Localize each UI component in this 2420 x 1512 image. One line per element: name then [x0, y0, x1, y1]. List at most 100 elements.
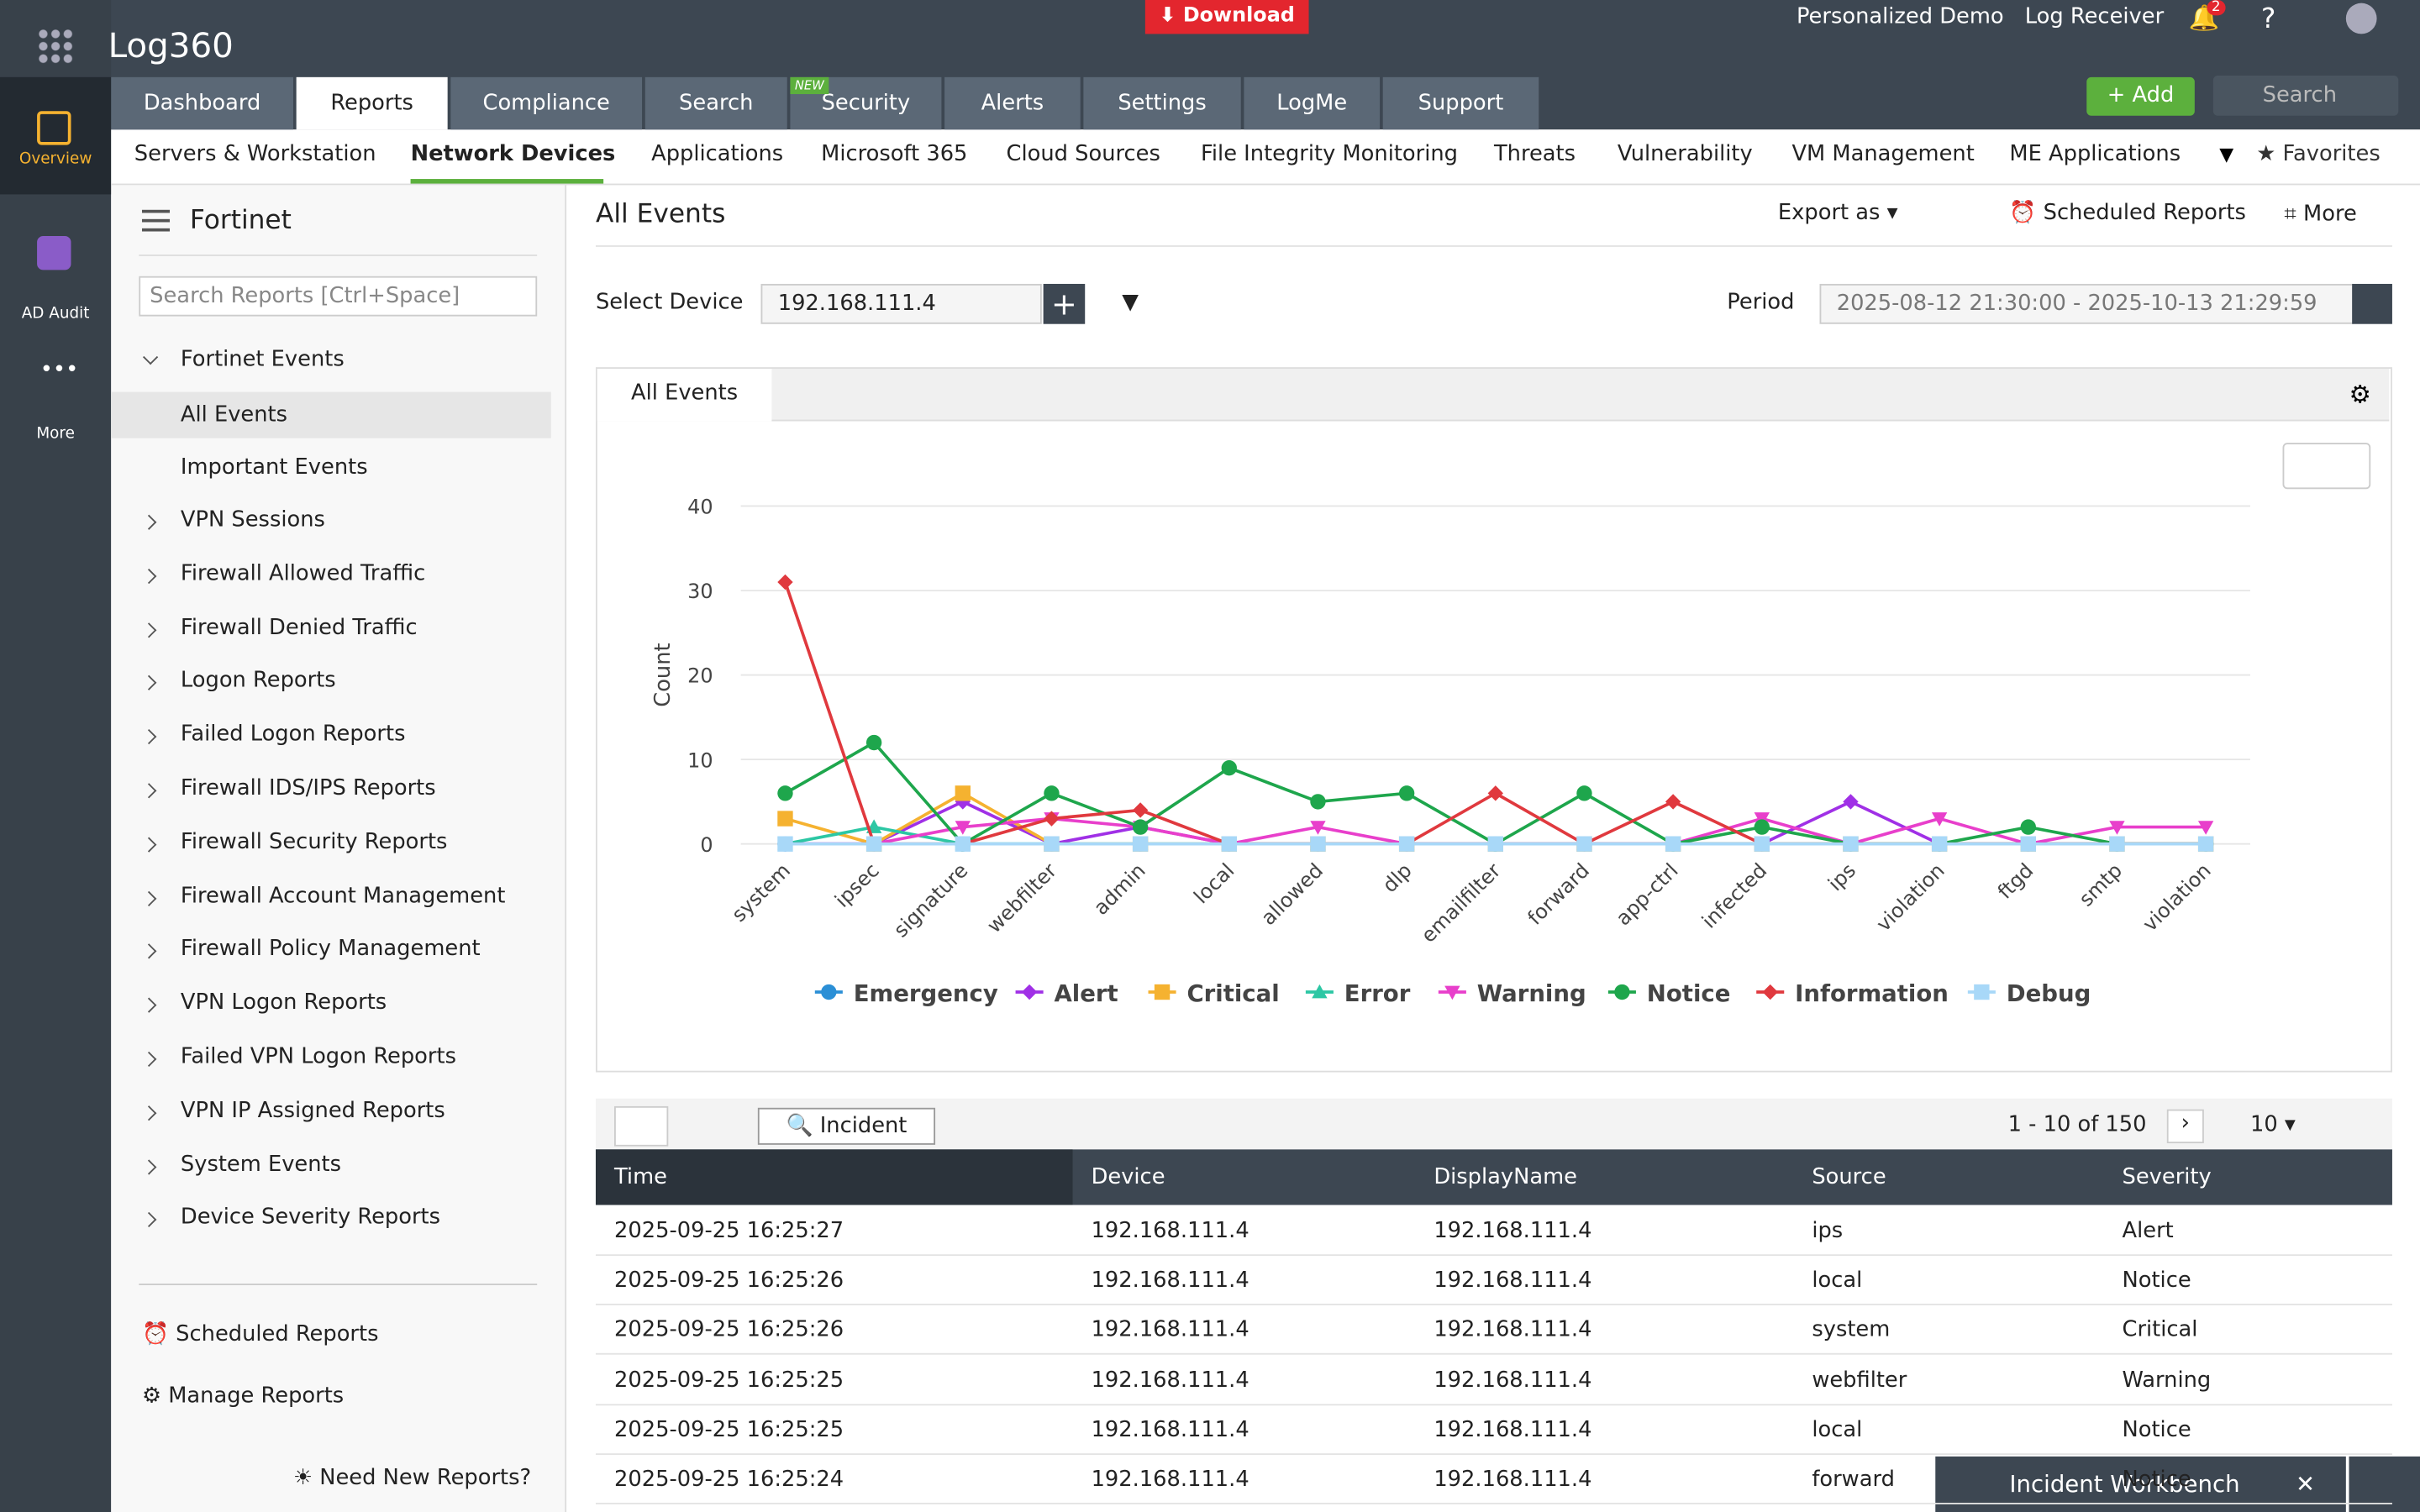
- marker: [1576, 785, 1591, 801]
- grid-view[interactable]: [614, 1106, 668, 1147]
- subtab[interactable]: Servers & Workstation: [134, 142, 376, 166]
- subtab[interactable]: ME Applications: [2009, 142, 2181, 166]
- period-field[interactable]: 2025-08-12 21:30:00 - 2025-10-13 21:29:5…: [1820, 284, 2354, 324]
- avatar[interactable]: [2346, 3, 2377, 34]
- chart-settings[interactable]: ⚙: [2349, 380, 2371, 409]
- tab[interactable]: LogMe: [1244, 77, 1380, 129]
- marker: [1044, 785, 1059, 801]
- report-folder[interactable]: Logon Reports: [181, 669, 336, 693]
- report-folder[interactable]: Firewall Denied Traffic: [181, 615, 418, 639]
- rail-item[interactable]: More: [0, 426, 111, 443]
- report-folder[interactable]: Failed Logon Reports: [181, 722, 406, 747]
- report-folder[interactable]: Firewall Security Reports: [181, 830, 448, 854]
- report-folder[interactable]: VPN Logon Reports: [181, 991, 387, 1016]
- cell: 192.168.111.4: [1092, 1268, 1249, 1293]
- add-label: Add: [2133, 83, 2175, 108]
- favorites[interactable]: ★ Favorites: [2256, 142, 2380, 166]
- global-search[interactable]: Search: [2213, 76, 2398, 116]
- report-folder[interactable]: Failed VPN Logon Reports: [181, 1044, 456, 1068]
- tab[interactable]: Alerts: [944, 77, 1081, 129]
- subtab[interactable]: Network Devices: [411, 142, 616, 166]
- cell: ips: [1812, 1219, 1843, 1243]
- tab[interactable]: Search: [645, 77, 787, 129]
- menu-icon[interactable]: [142, 210, 170, 232]
- cell: 2025-09-25 16:25:26: [614, 1268, 844, 1293]
- subtab[interactable]: Cloud Sources: [1007, 142, 1160, 166]
- incident-button[interactable]: 🔍 Incident: [758, 1108, 935, 1145]
- row-border: [596, 1453, 2392, 1455]
- report-item[interactable]: Important Events: [181, 455, 368, 480]
- help[interactable]: ?: [2261, 3, 2276, 36]
- header-link[interactable]: Personalized Demo: [1797, 5, 2004, 29]
- tab[interactable]: Support: [1383, 77, 1539, 129]
- tab[interactable]: Reports: [297, 77, 448, 129]
- export-as[interactable]: Export as ▾: [1778, 201, 1898, 225]
- subtab[interactable]: Vulnerability: [1618, 142, 1753, 166]
- subtab[interactable]: Applications: [651, 142, 783, 166]
- column-header[interactable]: Time: [614, 1165, 667, 1189]
- scheduled-reports[interactable]: ⏰ Scheduled Reports: [142, 1322, 379, 1347]
- page-size[interactable]: 10 ▾: [2250, 1112, 2296, 1137]
- report-folder[interactable]: Firewall IDS/IPS Reports: [181, 776, 436, 801]
- report-search[interactable]: Search Reports [Ctrl+Space]: [139, 276, 537, 317]
- subtab[interactable]: Microsoft 365: [821, 142, 967, 166]
- cell: system: [1812, 1318, 1890, 1342]
- report-folder[interactable]: VPN Sessions: [181, 507, 325, 532]
- marker: [1488, 785, 1503, 801]
- label: Need New Reports?: [319, 1466, 531, 1490]
- rail-icon: •••: [40, 358, 79, 382]
- report-folder[interactable]: Firewall Account Management: [181, 884, 506, 908]
- download-button[interactable]: ⬇ Download: [1145, 0, 1309, 34]
- report-group[interactable]: Fortinet Events: [181, 347, 345, 371]
- rail-item[interactable]: Overview: [0, 151, 111, 168]
- manage-reports[interactable]: ⚙ Manage Reports: [142, 1384, 344, 1409]
- column-header[interactable]: Source: [1812, 1165, 1886, 1189]
- subtab[interactable]: File Integrity Monitoring: [1201, 142, 1458, 166]
- tab[interactable]: Compliance: [450, 77, 642, 129]
- report-item[interactable]: All Events: [181, 402, 287, 427]
- report-folder[interactable]: VPN IP Assigned Reports: [181, 1098, 445, 1122]
- calendar[interactable]: [2352, 284, 2392, 324]
- device-label: Select Device: [596, 290, 743, 314]
- add-device[interactable]: +: [1044, 284, 1086, 324]
- more-link[interactable]: ⌗ More: [2284, 202, 2356, 227]
- column-header[interactable]: Device: [1092, 1165, 1165, 1189]
- subtab-underline: [411, 179, 604, 184]
- marker: [1754, 837, 1770, 852]
- y-tick-label: 30: [687, 580, 713, 603]
- marker: [2021, 819, 2036, 834]
- legend-label: Alert: [1054, 980, 1118, 1007]
- tab[interactable]: Dashboard: [111, 77, 293, 129]
- header-link[interactable]: Log Receiver: [2025, 5, 2164, 29]
- legend-label: Notice: [1647, 980, 1731, 1007]
- report-folder[interactable]: System Events: [181, 1152, 341, 1176]
- cell: 192.168.111.4: [1434, 1467, 1591, 1492]
- scheduled-link[interactable]: ⏰ Scheduled Reports: [2009, 201, 2246, 225]
- column-header[interactable]: Severity: [2123, 1165, 2212, 1189]
- subtab[interactable]: VM Management: [1791, 142, 1974, 166]
- column-header[interactable]: DisplayName: [1434, 1165, 1577, 1189]
- row-border: [596, 1503, 2392, 1504]
- report-folder[interactable]: Firewall Policy Management: [181, 937, 481, 962]
- next-page[interactable]: ›: [2167, 1110, 2204, 1143]
- chart-tabbar: [597, 369, 2389, 421]
- marker: [1843, 837, 1858, 852]
- report-folder[interactable]: Device Severity Reports: [181, 1205, 440, 1230]
- subtab[interactable]: Threats: [1494, 142, 1576, 166]
- chart: 010203040Countsystemipsecsignaturewebfil…: [596, 420, 2392, 1068]
- report-folder[interactable]: Firewall Allowed Traffic: [181, 561, 425, 585]
- need-reports[interactable]: ☀ Need New Reports?: [293, 1466, 531, 1490]
- subtab-more[interactable]: ▼: [2219, 144, 2233, 165]
- chart-tab[interactable]: All Events: [597, 369, 772, 421]
- add-button[interactable]: + Add: [2086, 77, 2195, 116]
- apps-icon[interactable]: [37, 28, 74, 65]
- device-select[interactable]: 192.168.111.4: [761, 284, 1042, 324]
- tab[interactable]: Settings: [1083, 77, 1240, 129]
- cell: 2025-09-25 16:25:26: [614, 1318, 844, 1342]
- logo[interactable]: Log360: [108, 28, 234, 66]
- filter[interactable]: ▼: [1122, 290, 1139, 314]
- marker: [1576, 837, 1591, 852]
- rail-item[interactable]: AD Audit: [0, 306, 111, 323]
- left-rail: [0, 0, 111, 1512]
- rail-icon: [37, 236, 71, 270]
